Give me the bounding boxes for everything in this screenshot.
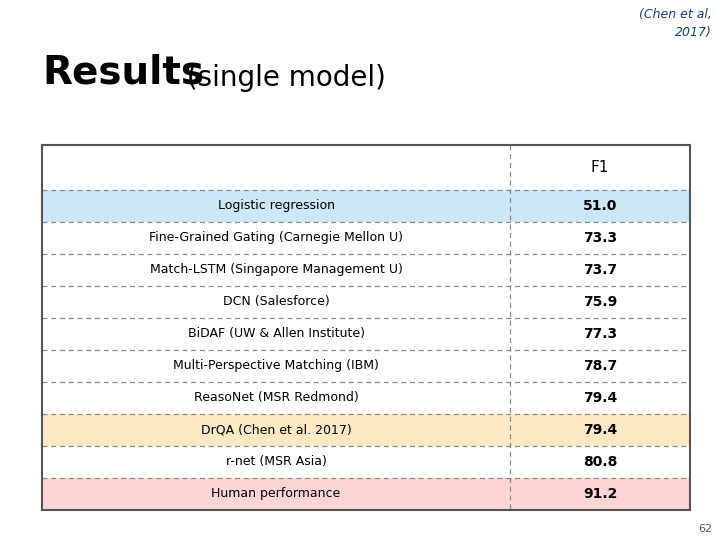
Bar <box>510 190 690 222</box>
Text: 91.2: 91.2 <box>582 487 617 501</box>
Bar <box>42 446 510 478</box>
Text: DCN (Salesforce): DCN (Salesforce) <box>222 295 329 308</box>
Bar <box>42 190 510 222</box>
Text: 73.7: 73.7 <box>583 263 617 277</box>
Text: r-net (MSR Asia): r-net (MSR Asia) <box>225 456 326 469</box>
Text: 75.9: 75.9 <box>583 295 617 309</box>
Text: F1: F1 <box>591 160 609 175</box>
Text: 73.3: 73.3 <box>583 231 617 245</box>
Text: DrQA (Chen et al. 2017): DrQA (Chen et al. 2017) <box>201 423 351 436</box>
Bar <box>510 382 690 414</box>
Text: 79.4: 79.4 <box>583 391 617 405</box>
Bar <box>42 414 510 446</box>
Text: (single model): (single model) <box>178 64 386 92</box>
Bar <box>42 478 510 510</box>
Text: 2017): 2017) <box>675 26 712 39</box>
Text: Logistic regression: Logistic regression <box>217 199 335 213</box>
Text: 51.0: 51.0 <box>582 199 617 213</box>
Text: 77.3: 77.3 <box>583 327 617 341</box>
Bar <box>510 478 690 510</box>
Text: (Chen et al,: (Chen et al, <box>639 8 712 21</box>
Text: 78.7: 78.7 <box>583 359 617 373</box>
Text: Multi-Perspective Matching (IBM): Multi-Perspective Matching (IBM) <box>173 360 379 373</box>
Bar <box>510 286 690 318</box>
Bar <box>510 446 690 478</box>
Text: 79.4: 79.4 <box>583 423 617 437</box>
Bar <box>42 350 510 382</box>
Text: 80.8: 80.8 <box>582 455 617 469</box>
Bar <box>510 254 690 286</box>
Text: ReasoNet (MSR Redmond): ReasoNet (MSR Redmond) <box>194 392 359 404</box>
Bar <box>42 318 510 350</box>
Bar <box>510 350 690 382</box>
Text: Match-LSTM (Singapore Management U): Match-LSTM (Singapore Management U) <box>150 264 402 276</box>
Text: Results: Results <box>42 54 204 92</box>
Bar <box>42 286 510 318</box>
Text: Human performance: Human performance <box>212 488 341 501</box>
Text: Fine-Grained Gating (Carnegie Mellon U): Fine-Grained Gating (Carnegie Mellon U) <box>149 232 403 245</box>
Bar <box>42 382 510 414</box>
Bar <box>510 318 690 350</box>
Text: 62: 62 <box>698 524 712 534</box>
Bar <box>42 222 510 254</box>
Bar <box>42 145 690 190</box>
Bar <box>510 414 690 446</box>
Text: BiDAF (UW & Allen Institute): BiDAF (UW & Allen Institute) <box>187 327 364 341</box>
Bar <box>42 254 510 286</box>
Bar <box>510 222 690 254</box>
